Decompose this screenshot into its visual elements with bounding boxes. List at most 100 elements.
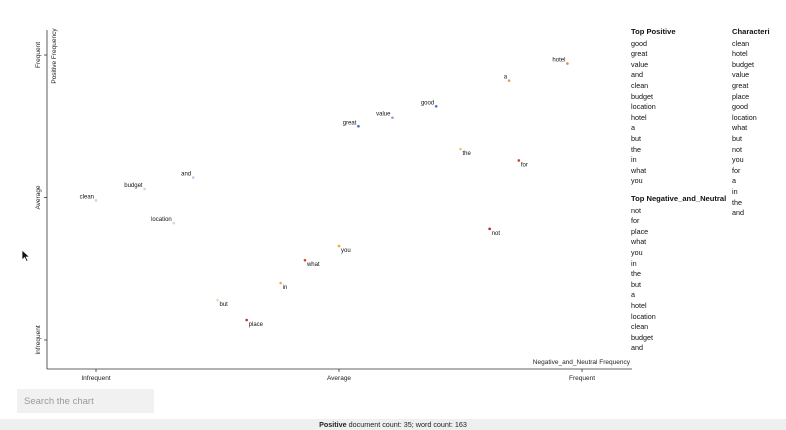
term-list-item[interactable]: good xyxy=(631,38,647,48)
data-point-hotel xyxy=(566,62,569,65)
point-label-and: and xyxy=(181,172,191,178)
data-point-great xyxy=(357,124,360,128)
x-tick-label: Infrequent xyxy=(81,375,110,382)
data-point-for xyxy=(517,159,521,162)
term-list-item[interactable]: a xyxy=(631,123,635,133)
point-label-location: location xyxy=(151,217,172,223)
x-tick-label: Average xyxy=(327,375,351,382)
term-list-item[interactable]: but xyxy=(631,133,641,143)
term-list-item[interactable]: the xyxy=(631,144,641,154)
y-tick-label: Average xyxy=(35,185,42,209)
data-point-place xyxy=(245,318,248,322)
term-list-item[interactable]: good xyxy=(732,102,748,112)
term-list-item[interactable]: clean xyxy=(631,80,649,90)
data-point-but xyxy=(216,298,219,302)
top-positive-title: Top Positive xyxy=(631,27,676,36)
term-list-item[interactable]: in xyxy=(732,186,738,196)
footer-category: Positive xyxy=(319,420,347,429)
term-list-item[interactable]: what xyxy=(732,123,748,133)
point-label-you: you xyxy=(341,248,351,254)
chart-points: hotel a good value great the for and budget clean… xyxy=(80,58,569,328)
data-point-budget xyxy=(143,187,146,191)
term-list-item[interactable]: location xyxy=(631,311,656,321)
term-list-item[interactable]: a xyxy=(631,290,635,300)
term-list-item[interactable]: in xyxy=(631,155,637,165)
term-list-item[interactable]: budget xyxy=(732,59,754,69)
x-axis-title: Negative_and_Neutral Frequency xyxy=(533,359,631,366)
term-list-item[interactable]: and xyxy=(631,70,643,80)
data-point-clean xyxy=(94,199,98,202)
term-list-item[interactable]: budget xyxy=(631,332,653,342)
term-list-item[interactable]: clean xyxy=(732,38,750,48)
footer-counts: document count: 35; word count: 163 xyxy=(346,420,467,429)
term-list-item[interactable]: what xyxy=(631,237,647,247)
data-point-not xyxy=(488,227,491,231)
point-label-value: value xyxy=(376,112,391,118)
point-label-clean: clean xyxy=(80,194,94,200)
top-negative-list: Top Negative_and_Neutral not for place what… xyxy=(631,194,726,354)
term-list-item[interactable]: budget xyxy=(631,91,653,101)
term-list-item[interactable]: great xyxy=(631,49,648,59)
data-point-in xyxy=(279,281,282,285)
point-label-for: for xyxy=(521,162,528,168)
y-axis-title: Positive Frequency xyxy=(51,28,58,84)
term-list-item[interactable]: not xyxy=(631,205,641,215)
data-point-a xyxy=(507,79,511,82)
term-list-item[interactable]: you xyxy=(732,155,744,165)
term-list-item[interactable]: the xyxy=(732,197,742,207)
point-label-place: place xyxy=(249,322,264,328)
term-list-item[interactable]: not xyxy=(732,144,742,154)
term-list-item[interactable]: you xyxy=(631,247,643,257)
y-tick-label: Infrequent xyxy=(35,325,42,354)
top-positive-list: Top Positive good great value and clean budge… xyxy=(631,27,676,187)
term-list-item[interactable]: and xyxy=(732,208,744,218)
term-list-item[interactable]: hotel xyxy=(631,112,647,122)
top-negative-title: Top Negative_and_Neutral xyxy=(631,194,727,203)
term-list-item[interactable]: value xyxy=(631,59,649,69)
search-input[interactable] xyxy=(17,389,154,413)
point-label-but: but xyxy=(220,302,229,308)
data-point-location xyxy=(172,221,176,225)
chart-axes: Infrequent Average Frequent Infrequent Avera… xyxy=(35,28,632,382)
characteristic-list: Characteri clean hotel budget value great pla… xyxy=(732,27,770,219)
point-label-budget: budget xyxy=(124,183,143,189)
term-list-item[interactable]: place xyxy=(732,91,750,101)
term-list-item[interactable]: great xyxy=(732,80,749,90)
data-point-value xyxy=(391,116,394,119)
point-label-what: what xyxy=(306,262,320,268)
data-point-what xyxy=(303,258,307,262)
point-label-hotel: hotel xyxy=(552,58,565,64)
characteristic-title: Characteri xyxy=(732,27,770,36)
term-list-item[interactable]: for xyxy=(732,165,741,175)
term-list-item[interactable]: but xyxy=(631,279,641,289)
data-point-and xyxy=(191,176,195,179)
point-label-in: in xyxy=(283,285,288,291)
term-list-item[interactable]: but xyxy=(732,133,742,143)
term-list-item[interactable]: location xyxy=(631,102,656,112)
point-label-good: good xyxy=(421,100,434,106)
term-list-item[interactable]: and xyxy=(631,343,643,353)
term-list-item[interactable]: hotel xyxy=(631,300,647,310)
term-list-item[interactable]: location xyxy=(732,112,757,122)
term-list-item[interactable]: value xyxy=(732,70,750,80)
term-list-item[interactable]: hotel xyxy=(732,49,748,59)
term-list-item[interactable]: a xyxy=(732,176,736,186)
term-list-item[interactable]: in xyxy=(631,258,637,268)
term-list-item[interactable]: what xyxy=(631,165,647,175)
mouse-cursor-icon xyxy=(21,249,31,263)
point-label-the: the xyxy=(463,151,472,157)
point-label-a: a xyxy=(504,75,508,81)
term-list-item[interactable]: you xyxy=(631,176,643,186)
point-label-not: not xyxy=(492,231,501,237)
x-tick-label: Frequent xyxy=(569,375,595,382)
data-point-the xyxy=(459,147,462,151)
point-label-great: great xyxy=(343,120,357,126)
term-list-item[interactable]: the xyxy=(631,269,641,279)
term-list-item[interactable]: place xyxy=(631,226,649,236)
y-tick-label: Frequent xyxy=(35,42,42,68)
status-footer: Positive document count: 35; word count:… xyxy=(0,419,786,430)
term-list-item[interactable]: clean xyxy=(631,322,649,332)
term-list-item[interactable]: for xyxy=(631,216,640,226)
data-point-you xyxy=(337,244,341,248)
